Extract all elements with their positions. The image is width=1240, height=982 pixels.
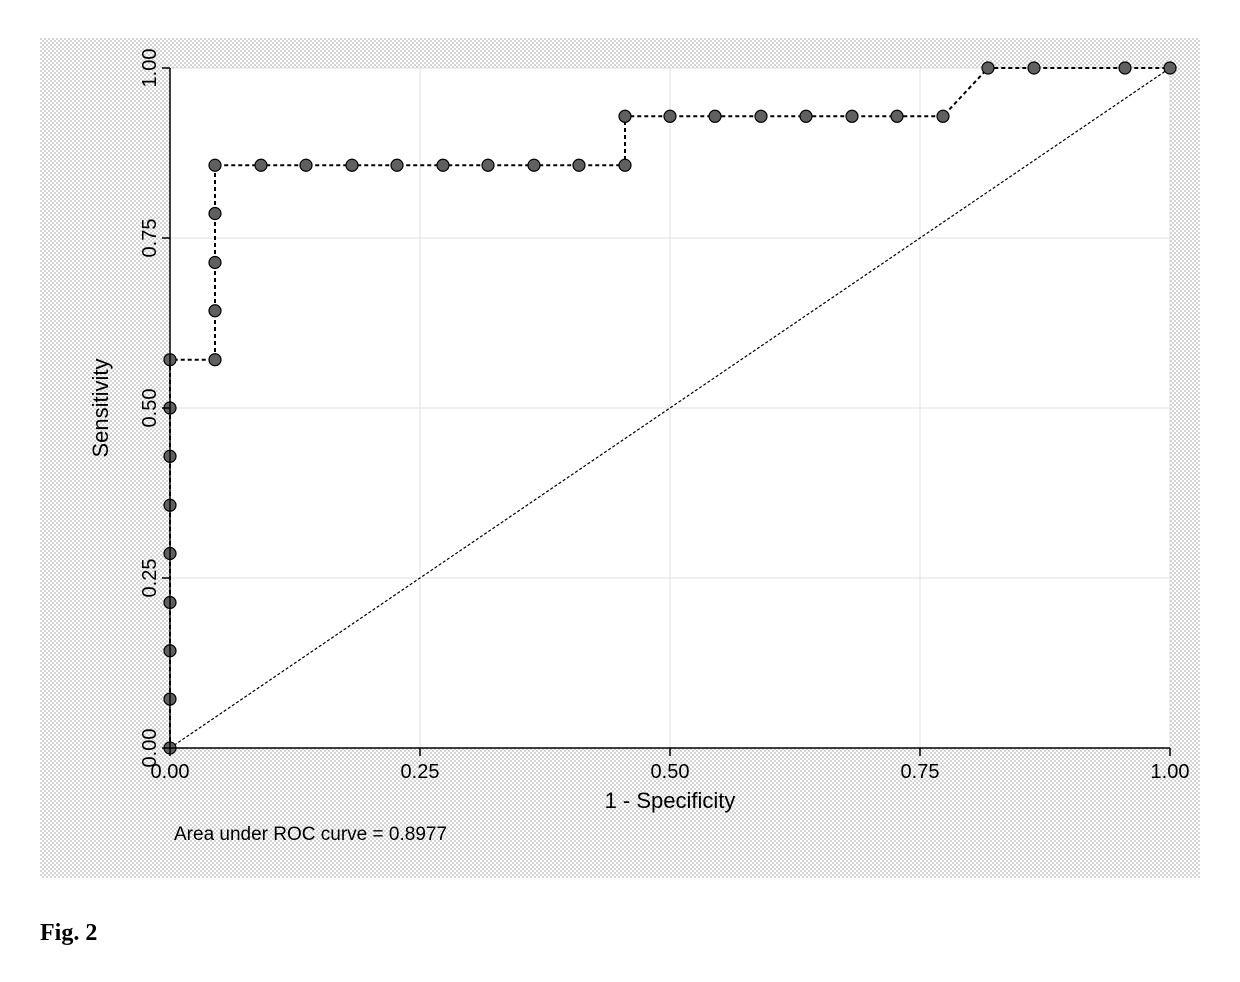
roc-chart: 0.000.250.500.751.00 0.000.250.500.751.0… bbox=[40, 38, 1200, 878]
svg-text:0.75: 0.75 bbox=[139, 219, 161, 258]
svg-text:0.00: 0.00 bbox=[139, 729, 161, 768]
svg-text:1.00: 1.00 bbox=[1151, 761, 1190, 783]
svg-text:0.25: 0.25 bbox=[401, 761, 440, 783]
svg-text:0.50: 0.50 bbox=[651, 761, 690, 783]
svg-text:0.50: 0.50 bbox=[139, 389, 161, 428]
svg-text:1.00: 1.00 bbox=[139, 49, 161, 88]
x-axis-label: 1 - Specificity bbox=[605, 788, 736, 813]
page: 0.000.250.500.751.00 0.000.250.500.751.0… bbox=[0, 0, 1240, 982]
figure-caption: Fig. 2 bbox=[40, 920, 97, 947]
auc-annotation: Area under ROC curve = 0.8977 bbox=[174, 824, 447, 845]
svg-text:0.75: 0.75 bbox=[901, 761, 940, 783]
svg-text:0.25: 0.25 bbox=[139, 559, 161, 598]
y-axis-label: Sensitivity bbox=[88, 358, 113, 457]
